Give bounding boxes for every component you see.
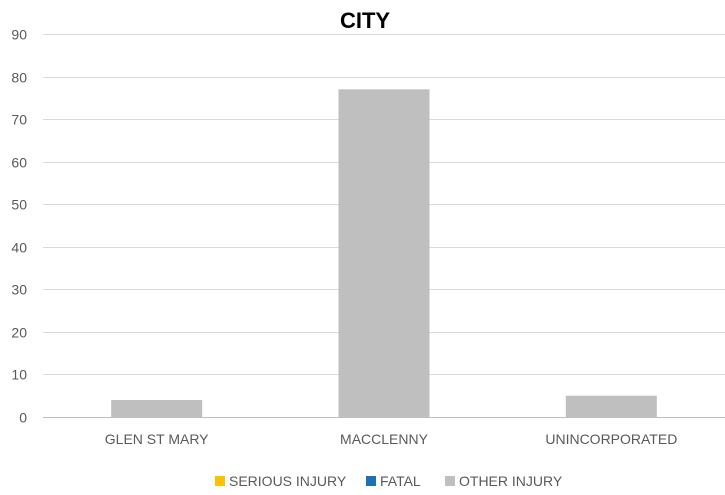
bar [338,89,430,418]
legend-swatch [215,476,225,486]
y-tick-label: 0 [19,410,27,426]
y-tick-label: 50 [11,197,27,213]
y-tick-label: 90 [11,27,27,43]
y-tick-label: 10 [11,367,27,383]
y-tick-label: 70 [11,112,27,128]
legend: SERIOUS INJURY FATAL OTHER INJURY [215,473,563,489]
y-tick-label: 40 [11,240,27,256]
y-tick-label: 80 [11,70,27,86]
bar [111,399,203,417]
x-category-label: GLEN ST MARY [105,431,209,447]
y-tick-label: 20 [11,325,27,341]
y-axis-tick-labels: 0 10 20 30 40 50 60 70 80 90 [11,27,27,426]
y-tick-label: 60 [11,155,27,171]
bar [565,395,657,417]
y-tick-label: 30 [11,282,27,298]
legend-swatch [445,476,455,486]
legend-swatch [366,476,376,486]
legend-label: FATAL [380,473,421,489]
legend-label: SERIOUS INJURY [229,473,347,489]
chart-title: CITY [340,8,390,33]
bars [111,89,657,418]
x-category-label: MACCLENNY [340,431,429,447]
legend-label: OTHER INJURY [459,473,563,489]
x-category-label: UNINCORPORATED [545,431,677,447]
x-axis-category-labels: GLEN ST MARY MACCLENNY UNINCORPORATED [105,431,678,447]
